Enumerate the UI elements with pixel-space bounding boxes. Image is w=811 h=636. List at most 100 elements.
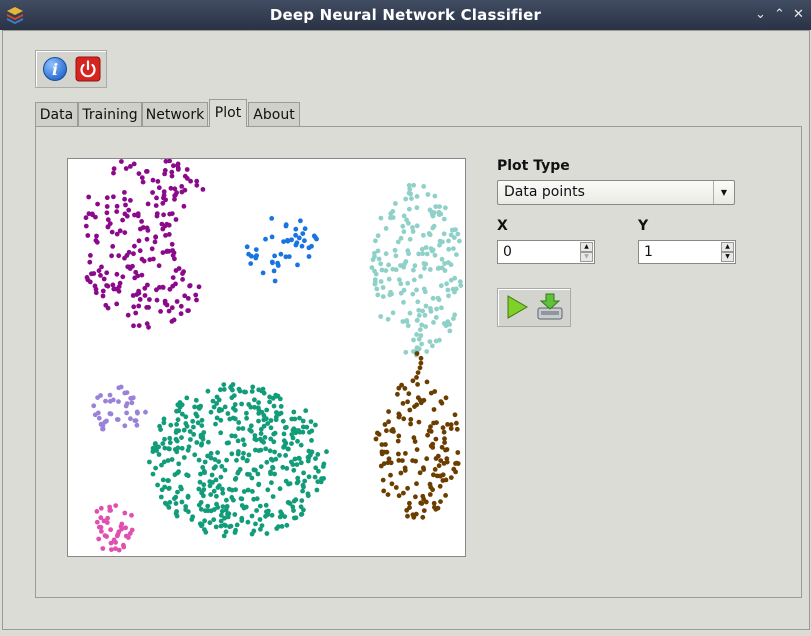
data-point bbox=[407, 236, 413, 242]
maximize-icon[interactable]: ⌃ bbox=[774, 7, 785, 22]
y-spinbox[interactable]: 1 ▲ ▼ bbox=[638, 240, 736, 264]
download-icon[interactable] bbox=[536, 292, 564, 321]
data-point bbox=[414, 223, 420, 229]
data-point bbox=[430, 441, 436, 447]
data-point bbox=[410, 291, 416, 297]
data-point bbox=[158, 309, 163, 314]
data-point bbox=[87, 259, 93, 265]
data-point bbox=[425, 192, 431, 197]
data-point bbox=[308, 419, 314, 424]
data-point bbox=[451, 235, 457, 240]
plot-type-select[interactable]: Data points ▼ bbox=[497, 180, 735, 205]
data-point bbox=[94, 519, 100, 525]
data-point bbox=[124, 410, 129, 416]
info-icon[interactable]: i bbox=[42, 56, 68, 82]
data-point bbox=[235, 438, 241, 444]
x-spinbox[interactable]: 0 ▲ ▼ bbox=[497, 240, 595, 264]
data-point bbox=[302, 238, 307, 244]
data-point bbox=[186, 308, 191, 313]
tab-data[interactable]: Data bbox=[35, 102, 78, 126]
data-point bbox=[208, 508, 214, 514]
play-icon[interactable] bbox=[504, 294, 530, 320]
power-icon[interactable] bbox=[75, 56, 101, 82]
data-point bbox=[291, 508, 296, 513]
data-point bbox=[123, 525, 128, 531]
data-point bbox=[403, 196, 409, 202]
data-point bbox=[180, 277, 185, 282]
data-point bbox=[150, 190, 155, 195]
data-point bbox=[134, 422, 140, 428]
data-point bbox=[181, 203, 187, 209]
data-point bbox=[437, 242, 442, 248]
data-point bbox=[236, 449, 241, 454]
x-decrement-icon[interactable]: ▼ bbox=[580, 252, 593, 262]
data-point bbox=[448, 262, 454, 268]
data-point bbox=[272, 278, 278, 284]
tab-plot[interactable]: Plot bbox=[209, 99, 247, 127]
y-increment-icon[interactable]: ▲ bbox=[721, 242, 734, 252]
data-point bbox=[166, 232, 172, 237]
data-point bbox=[105, 217, 111, 223]
close-icon[interactable]: ✕ bbox=[793, 7, 804, 22]
data-point bbox=[386, 262, 391, 268]
data-point bbox=[419, 322, 425, 328]
plot-type-label: Plot Type bbox=[497, 158, 570, 174]
data-point bbox=[123, 166, 129, 171]
data-point bbox=[412, 263, 418, 269]
data-point bbox=[167, 500, 173, 505]
tab-network[interactable]: Network bbox=[142, 102, 208, 126]
data-point bbox=[252, 397, 257, 403]
data-point bbox=[116, 253, 122, 259]
data-point bbox=[156, 263, 162, 269]
data-point bbox=[437, 238, 443, 244]
data-point bbox=[131, 304, 137, 310]
data-point bbox=[162, 436, 167, 442]
minimize-icon[interactable]: ⌄ bbox=[755, 7, 766, 22]
data-point bbox=[253, 254, 259, 260]
data-point bbox=[388, 472, 393, 478]
data-point bbox=[246, 452, 252, 458]
data-point bbox=[232, 402, 238, 407]
data-point bbox=[431, 407, 437, 412]
data-point bbox=[194, 182, 200, 188]
data-point bbox=[108, 540, 114, 546]
data-point bbox=[313, 465, 319, 471]
data-point bbox=[151, 256, 156, 262]
data-point bbox=[120, 274, 126, 280]
scatter-plot-canvas bbox=[83, 147, 464, 553]
x-increment-icon[interactable]: ▲ bbox=[580, 242, 593, 252]
data-point bbox=[250, 384, 256, 390]
tab-training[interactable]: Training bbox=[78, 102, 142, 126]
data-point bbox=[275, 263, 281, 268]
data-point bbox=[411, 277, 417, 283]
data-point bbox=[417, 327, 423, 333]
data-point bbox=[221, 387, 227, 392]
data-point bbox=[221, 382, 227, 387]
tab-about[interactable]: About bbox=[248, 102, 300, 126]
data-point bbox=[424, 251, 430, 257]
data-point bbox=[236, 469, 241, 475]
data-point bbox=[171, 163, 176, 169]
data-point bbox=[214, 415, 220, 421]
data-point bbox=[154, 448, 159, 453]
data-point bbox=[228, 385, 234, 390]
data-point bbox=[173, 494, 179, 500]
data-point bbox=[253, 247, 259, 252]
data-point bbox=[167, 286, 173, 292]
data-point bbox=[226, 440, 232, 446]
data-point bbox=[128, 164, 133, 169]
data-point bbox=[210, 398, 216, 404]
data-point bbox=[207, 520, 213, 526]
data-point bbox=[291, 409, 297, 415]
data-point bbox=[236, 426, 242, 431]
data-point bbox=[373, 436, 379, 442]
data-point bbox=[428, 306, 433, 311]
data-point bbox=[167, 446, 172, 452]
data-point bbox=[213, 477, 219, 483]
data-point bbox=[272, 449, 277, 455]
data-point bbox=[94, 233, 99, 239]
data-point bbox=[415, 395, 421, 401]
data-point bbox=[160, 200, 166, 206]
y-decrement-icon[interactable]: ▼ bbox=[721, 252, 734, 262]
data-point bbox=[199, 423, 205, 428]
